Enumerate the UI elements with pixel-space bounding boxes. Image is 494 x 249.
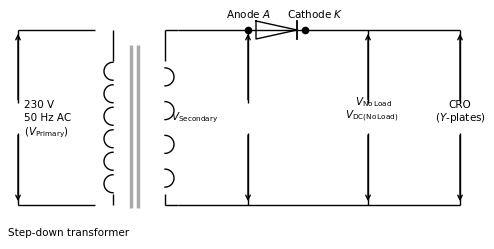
Text: $V_\mathrm{No\,Load}$: $V_\mathrm{No\,Load}$ <box>355 95 392 109</box>
Text: Anode $A$: Anode $A$ <box>226 8 270 20</box>
Text: CRO: CRO <box>449 100 471 110</box>
Text: Step-down transformer: Step-down transformer <box>8 228 129 238</box>
Text: 230 V: 230 V <box>24 100 54 110</box>
Text: 50 Hz AC: 50 Hz AC <box>24 113 71 123</box>
Text: ($Y$-plates): ($Y$-plates) <box>435 111 486 125</box>
Text: $V_\mathrm{DC(No\,Load)}$: $V_\mathrm{DC(No\,Load)}$ <box>345 108 398 124</box>
Text: $V_\mathrm{Secondary}$: $V_\mathrm{Secondary}$ <box>171 111 219 125</box>
Text: ($V_\mathrm{Primary}$): ($V_\mathrm{Primary}$) <box>24 126 69 140</box>
Text: Cathode $K$: Cathode $K$ <box>287 8 343 20</box>
